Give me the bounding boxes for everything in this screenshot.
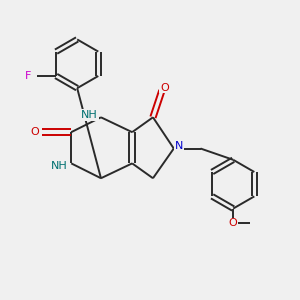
Text: N: N: [175, 141, 183, 151]
Text: NH: NH: [81, 110, 98, 120]
Text: O: O: [160, 82, 169, 93]
Text: F: F: [25, 71, 32, 81]
Text: O: O: [31, 127, 39, 137]
Text: O: O: [229, 218, 237, 228]
Text: NH: NH: [50, 161, 67, 171]
